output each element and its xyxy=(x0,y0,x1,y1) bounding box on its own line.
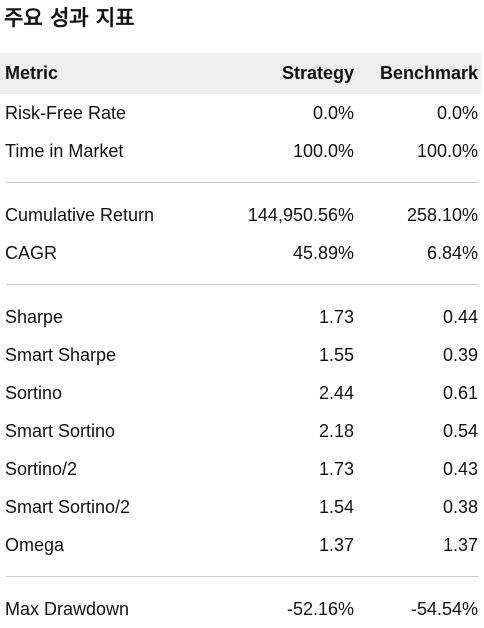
table-row: Time in Market 100.0% 100.0% xyxy=(0,132,481,170)
benchmark-value: 0.61 xyxy=(442,382,478,403)
table-header-row: Metric Strategy Benchmark xyxy=(0,53,481,94)
strategy-value: 100.0% xyxy=(292,140,354,161)
benchmark-value: 0.0% xyxy=(436,102,478,123)
page-title: 주요 성과 지표 xyxy=(4,6,135,30)
strategy-value: 1.54 xyxy=(318,496,354,517)
benchmark-value: 258.10% xyxy=(406,204,478,225)
section-divider xyxy=(0,170,481,196)
metric-name: Smart Sortino/2 xyxy=(5,496,131,517)
divider-line xyxy=(6,182,479,183)
metric-name: Cumulative Return xyxy=(5,204,155,225)
strategy-value: 2.44 xyxy=(318,382,354,403)
metric-name: Sortino/2 xyxy=(5,458,78,479)
metric-name: Max Drawdown xyxy=(5,598,130,619)
table-row: Sharpe 1.73 0.44 xyxy=(0,298,481,336)
metric-name: Sharpe xyxy=(5,306,64,327)
header-metric: Metric xyxy=(5,63,59,83)
header-benchmark: Benchmark xyxy=(379,63,478,83)
benchmark-value: 0.54 xyxy=(442,420,478,441)
table-row: Smart Sortino 2.18 0.54 xyxy=(0,412,481,450)
table-row: Omega 1.37 1.37 xyxy=(0,526,481,564)
metric-name: Smart Sortino xyxy=(5,420,116,441)
metric-name: Smart Sharpe xyxy=(5,344,117,365)
strategy-value: 1.55 xyxy=(318,344,354,365)
table-row: CAGR 45.89% 6.84% xyxy=(0,234,481,272)
benchmark-value: 0.39 xyxy=(442,344,478,365)
metric-name: Sortino xyxy=(5,382,63,403)
metrics-table: Metric Strategy Benchmark Risk-Free Rate… xyxy=(0,53,481,628)
strategy-value: 1.73 xyxy=(318,458,354,479)
strategy-value: 2.18 xyxy=(318,420,354,441)
benchmark-value: 0.43 xyxy=(442,458,478,479)
strategy-value: 0.0% xyxy=(312,102,354,123)
benchmark-value: 0.38 xyxy=(442,496,478,517)
benchmark-value: 6.84% xyxy=(426,242,478,263)
table-row: Risk-Free Rate 0.0% 0.0% xyxy=(0,94,481,132)
table-row: Smart Sortino/2 1.54 0.38 xyxy=(0,488,481,526)
metric-name: CAGR xyxy=(5,242,58,263)
table-row: Cumulative Return 144,950.56% 258.10% xyxy=(0,196,481,234)
table-row: Max Drawdown -52.16% -54.54% xyxy=(0,590,481,628)
benchmark-value: 1.37 xyxy=(442,534,478,555)
divider-line xyxy=(6,576,479,577)
metric-name: Risk-Free Rate xyxy=(5,102,127,123)
table-row: Sortino 2.44 0.61 xyxy=(0,374,481,412)
metric-name: Omega xyxy=(5,534,65,555)
table-row: Smart Sharpe 1.55 0.39 xyxy=(0,336,481,374)
benchmark-value: 0.44 xyxy=(442,306,478,327)
section-divider xyxy=(0,272,481,298)
divider-line xyxy=(6,284,479,285)
table-row: Sortino/2 1.73 0.43 xyxy=(0,450,481,488)
strategy-value: 1.37 xyxy=(318,534,354,555)
benchmark-value: 100.0% xyxy=(416,140,478,161)
section-divider xyxy=(0,564,481,590)
strategy-value: -52.16% xyxy=(286,598,354,619)
header-strategy: Strategy xyxy=(281,63,354,83)
strategy-value: 144,950.56% xyxy=(247,204,354,225)
benchmark-value: -54.54% xyxy=(410,598,478,619)
metric-name: Time in Market xyxy=(5,140,124,161)
strategy-value: 1.73 xyxy=(318,306,354,327)
strategy-value: 45.89% xyxy=(292,242,354,263)
